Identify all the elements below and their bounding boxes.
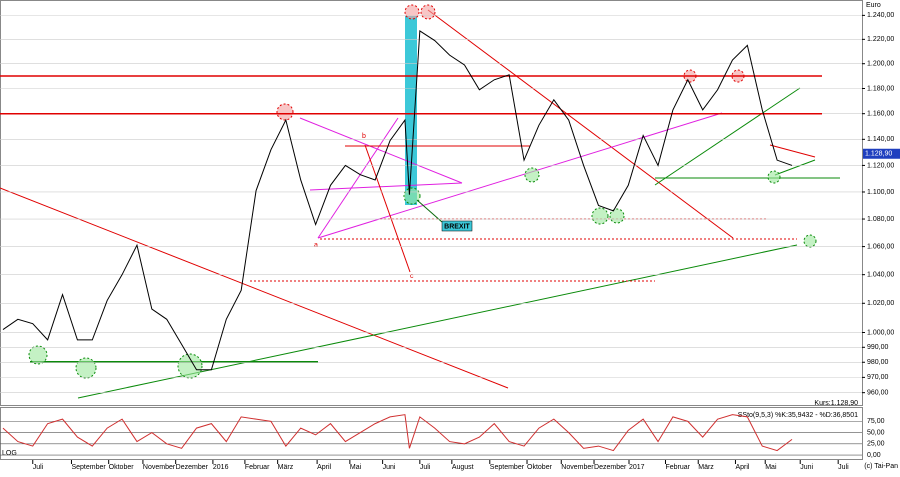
y-tick-label: 0,00 xyxy=(867,452,881,459)
x-tick-label: August xyxy=(452,464,474,471)
highlight xyxy=(803,234,817,248)
trend-line xyxy=(309,182,463,191)
series-line xyxy=(2,30,793,371)
x-tick-label: Juli xyxy=(838,464,849,471)
x-tick-label: 2017 xyxy=(629,464,645,471)
annotation: a xyxy=(314,242,318,249)
y-tick-label: 1.100,00 xyxy=(867,189,894,196)
highlight xyxy=(75,357,97,379)
credit: (c) Tai-Pan xyxy=(864,463,898,470)
y-tick-label: 1.220,00 xyxy=(867,36,894,43)
axis-unit: Euro xyxy=(866,2,881,9)
x-tick-label: Mai xyxy=(765,464,777,471)
arrow xyxy=(416,199,443,223)
last-price-note: Kurs:1.128,90 xyxy=(814,400,858,407)
indicator-title: SSto(9,5,3) %K:35,9432 - %D:36,8501 xyxy=(738,412,858,419)
x-tick-label: November xyxy=(143,464,176,471)
y-tick-label: 1.240,00 xyxy=(867,12,894,19)
x-tick-label: Dezember xyxy=(594,464,627,471)
annotation: b xyxy=(362,133,366,140)
x-tick-label: Dezember xyxy=(176,464,209,471)
x-tick-label: April xyxy=(735,464,749,471)
x-tick-label: Juni xyxy=(383,464,396,471)
trend-line xyxy=(0,187,509,389)
x-tick-label: März xyxy=(698,464,714,471)
scale-note: LOG xyxy=(2,450,17,457)
highlight xyxy=(403,187,421,205)
y-tick-label: 1.060,00 xyxy=(867,243,894,250)
y-tick-label: 75,00 xyxy=(867,418,885,425)
x-tick-label: Juni xyxy=(800,464,813,471)
y-tick-label: 980,00 xyxy=(867,359,889,366)
last-price-box xyxy=(863,148,900,159)
x-tick-label: 2016 xyxy=(213,464,229,471)
x-tick-label: April xyxy=(317,464,331,471)
y-tick-label: 960,00 xyxy=(867,390,889,397)
x-tick-label: Mai xyxy=(350,464,362,471)
y-tick-label: 1.200,00 xyxy=(867,61,894,68)
indicator-frame xyxy=(0,407,863,460)
trend-line xyxy=(299,117,463,184)
y-tick-label: 1.120,00 xyxy=(867,162,894,169)
x-tick-label: Juli xyxy=(420,464,431,471)
y-tick-label: 25,00 xyxy=(867,441,885,448)
brexit-band xyxy=(405,16,417,205)
annotation: c xyxy=(410,273,414,280)
x-tick-label: September xyxy=(490,464,525,471)
trend-line xyxy=(317,117,399,239)
highlight xyxy=(276,103,294,121)
x-tick-label: November xyxy=(561,464,594,471)
y-tick-label: 1.160,00 xyxy=(867,111,894,118)
trend-line xyxy=(317,112,723,239)
y-tick-label: 1.000,00 xyxy=(867,329,894,336)
y-tick-label: 50,00 xyxy=(867,429,885,436)
trend-line xyxy=(364,144,411,273)
highlight xyxy=(524,167,540,183)
highlight xyxy=(404,4,420,20)
highlight xyxy=(177,353,203,379)
triangle-line xyxy=(769,144,816,158)
highlight xyxy=(420,4,436,20)
label-box xyxy=(441,220,473,232)
y-tick-label: 1.080,00 xyxy=(867,216,894,223)
x-tick-label: Oktober xyxy=(109,464,135,471)
trend-line xyxy=(654,87,801,186)
annotation: BREXIT xyxy=(444,223,470,230)
highlight xyxy=(609,208,625,224)
trend-line xyxy=(427,9,734,239)
y-tick-label: 1.180,00 xyxy=(867,85,894,92)
y-tick-label: 990,00 xyxy=(867,344,889,351)
x-tick-label: Oktober xyxy=(527,464,553,471)
y-tick-label: 1.020,00 xyxy=(867,300,894,307)
x-tick-label: Februar xyxy=(665,464,690,471)
x-tick-label: September xyxy=(71,464,106,471)
y-tick-label: 1.040,00 xyxy=(867,272,894,279)
highlight xyxy=(767,170,781,184)
x-tick-label: Februar xyxy=(245,464,270,471)
x-tick-label: März xyxy=(278,464,294,471)
last-price-label: 1.128,90 xyxy=(865,151,892,158)
y-tick-label: 970,00 xyxy=(867,374,889,381)
plot-frame xyxy=(0,0,863,406)
x-tick-label: Juli xyxy=(33,464,44,471)
series-line xyxy=(2,414,793,452)
triangle-line xyxy=(774,159,816,176)
highlight xyxy=(591,207,609,225)
y-tick-label: 1.140,00 xyxy=(867,136,894,143)
highlight xyxy=(28,345,48,365)
